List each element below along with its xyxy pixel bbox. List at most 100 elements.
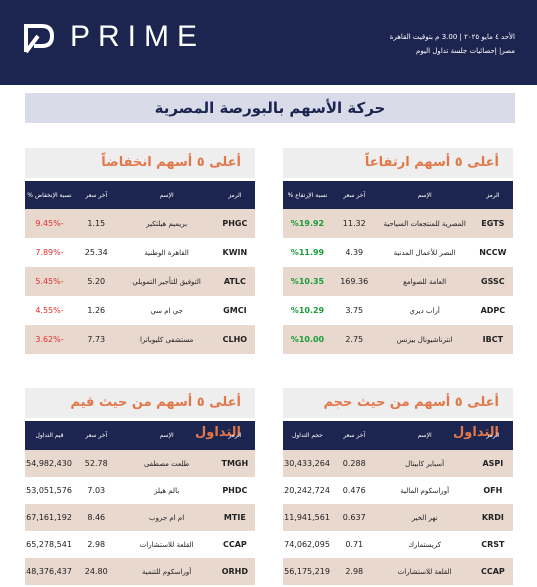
column-header: الرمز (472, 181, 513, 209)
data-table: الرمز الإسم آخر سعر حجم التداول ASPI أسباير ك… (283, 421, 513, 585)
table-cell: ORHD (214, 558, 255, 585)
table-cell: %11.99 (283, 238, 332, 267)
table-cell: ADPC (472, 296, 513, 325)
table-cell: 2.98 (331, 558, 377, 585)
table-cell: 165,278,541 (25, 531, 74, 558)
table-row: MTIE ام ام جروب 8.46 167,161,192 (25, 504, 255, 531)
table-row: ORHD أوراسكوم للتنمية 24.80 148,376,437 (25, 558, 255, 585)
table-row: IBCT انترناشيونال بيزنس 2.75 %10.00 (283, 325, 513, 354)
table-row: ATLC التوفيق للتأجير التمويلي 5.20 -5.45% (25, 267, 255, 296)
column-header: الرمز (214, 181, 255, 209)
table-cell: -3.62% (25, 325, 74, 354)
data-table: الرمز الإسم آخر سعر قيم التداول TMGH طلعت مصط… (25, 421, 255, 585)
table-cell: 8.46 (73, 504, 119, 531)
table-panel: أعلى ٥ أسهم من حيث قيم التداول الرمز الإسم… (25, 388, 255, 585)
table-row: ASPI أسباير كابيتال 0.288 130,433,264 (283, 450, 513, 477)
column-header: حجم التداول (283, 421, 332, 450)
table-cell: CCAP (472, 558, 513, 585)
table-cell: بريميم هيلثكير (118, 209, 215, 238)
table-cell: KRDI (472, 504, 513, 531)
column-header: الرمز (214, 421, 255, 450)
table-cell: 0.476 (331, 477, 377, 504)
table-cell: القاهرة الوطنية (118, 238, 215, 267)
table-panel: أعلى ٥ أسهم ارتفاعاً الرمز الإسم آخر سعر نسب… (283, 148, 513, 354)
table-title: أعلى ٥ أسهم من حيث قيم التداول (25, 388, 255, 440)
table-title: أعلى ٥ أسهم انخفاضاً (25, 148, 255, 178)
table-cell: 5.20 (73, 267, 119, 296)
column-header: آخر سعر (73, 421, 119, 450)
table-cell: ATLC (214, 267, 255, 296)
table-title: أعلى ٥ أسهم من حيث حجم التداول (283, 388, 513, 440)
column-header: الإسم (376, 421, 473, 450)
table-cell: أوراسكوم للتنمية (118, 558, 215, 585)
table-cell: ASPI (472, 450, 513, 477)
table-cell: انترناشيونال بيزنس (376, 325, 473, 354)
table-cell: 254,982,430 (25, 450, 74, 477)
data-table: الرمز الإسم آخر سعر نسبة الإرتفاع % EGTS المص… (283, 181, 513, 354)
column-header: نسبة الإنخفاض % (25, 181, 74, 209)
table-cell: أراب ديري (376, 296, 473, 325)
table-cell: 0.637 (331, 504, 377, 531)
table-row: ADPC أراب ديري 3.75 %10.29 (283, 296, 513, 325)
table-cell: طلعت مصطفى (118, 450, 215, 477)
table-row: CCAP القلعة للاستشارات 2.98 165,278,541 (25, 531, 255, 558)
column-header: قيم التداول (25, 421, 74, 450)
column-header: الإسم (118, 181, 215, 209)
table-cell: أوراسكوم المالية (376, 477, 473, 504)
table-row: CLHO مستشفى كليوباترا 7.73 -3.62% (25, 325, 255, 354)
table-cell: IBCT (472, 325, 513, 354)
table-cell: GMCI (214, 296, 255, 325)
table-cell: 0.288 (331, 450, 377, 477)
table-row: GMCI جي ام سي 1.26 -4.55% (25, 296, 255, 325)
table-cell: 74,062,095 (283, 531, 332, 558)
date-line: الأحد ٤ مايو ٢٠٢٥ | 3.00 م بتوقيت القاهر… (389, 33, 515, 41)
table-title: أعلى ٥ أسهم ارتفاعاً (283, 148, 513, 178)
table-cell: PHGC (214, 209, 255, 238)
table-cell: CLHO (214, 325, 255, 354)
main-title: حركة الأسهم بالبورصة المصرية (25, 93, 515, 123)
table-cell: 130,433,264 (283, 450, 332, 477)
column-header: الإسم (376, 181, 473, 209)
table-row: PHGC بريميم هيلثكير 1.15 -9.45% (25, 209, 255, 238)
table-cell: EGTS (472, 209, 513, 238)
table-cell: GSSC (472, 267, 513, 296)
table-cell: العامة للصوامع (376, 267, 473, 296)
table-cell: نهر الخير (376, 504, 473, 531)
table-cell: 4.39 (331, 238, 377, 267)
header-row: الرمز الإسم آخر سعر قيم التداول (25, 421, 255, 450)
table-cell: 56,175,219 (283, 558, 332, 585)
logo-icon (24, 24, 55, 54)
table-row: GSSC العامة للصوامع 169.36 %10.35 (283, 267, 513, 296)
column-header: الإسم (118, 421, 215, 450)
table-row: KRDI نهر الخير 0.637 111,941,561 (283, 504, 513, 531)
table-row: CCAP القلعة للاستشارات 2.98 56,175,219 (283, 558, 513, 585)
table-cell: 7.03 (73, 477, 119, 504)
table-cell: 169.36 (331, 267, 377, 296)
header-row: الرمز الإسم آخر سعر نسبة الإنخفاض % (25, 181, 255, 209)
data-table: الرمز الإسم آخر سعر نسبة الإنخفاض % PHGC بريم… (25, 181, 255, 354)
table-cell: CCAP (214, 531, 255, 558)
table-cell: المصرية للمنتجعات السياحية (376, 209, 473, 238)
table-cell: 2.75 (331, 325, 377, 354)
table-cell: 120,242,724 (283, 477, 332, 504)
table-cell: -7.89% (25, 238, 74, 267)
column-header: الرمز (472, 421, 513, 450)
table-cell: النصر للأعمال المدنية (376, 238, 473, 267)
table-cell: 253,051,576 (25, 477, 74, 504)
header-row: الرمز الإسم آخر سعر حجم التداول (283, 421, 513, 450)
header-info: الأحد ٤ مايو ٢٠٢٥ | 3.00 م بتوقيت القاهر… (390, 30, 515, 58)
column-header: آخر سعر (331, 181, 377, 209)
table-cell: NCCW (472, 238, 513, 267)
table-panel: أعلى ٥ أسهم من حيث حجم التداول الرمز الإسم… (283, 388, 513, 585)
table-row: NCCW النصر للأعمال المدنية 4.39 %11.99 (283, 238, 513, 267)
table-cell: 111,941,561 (283, 504, 332, 531)
table-cell: التوفيق للتأجير التمويلي (118, 267, 215, 296)
table-cell: %10.00 (283, 325, 332, 354)
table-cell: 52.78 (73, 450, 119, 477)
table-cell: TMGH (214, 450, 255, 477)
table-cell: 1.26 (73, 296, 119, 325)
column-header: آخر سعر (331, 421, 377, 450)
table-row: OFH أوراسكوم المالية 0.476 120,242,724 (283, 477, 513, 504)
table-cell: بالم هيلز (118, 477, 215, 504)
